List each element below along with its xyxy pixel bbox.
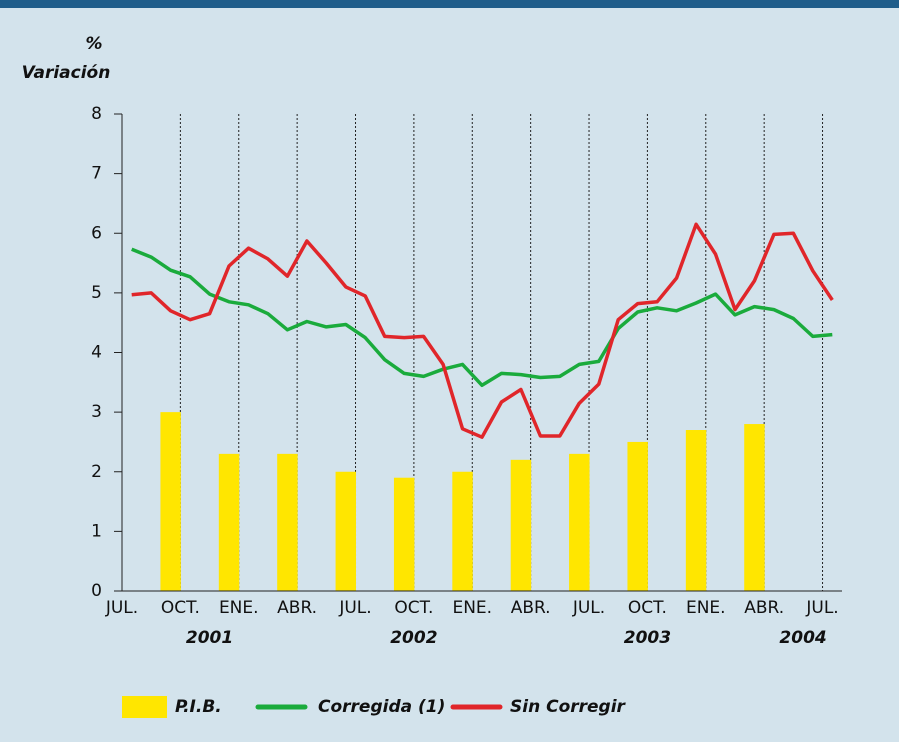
bar (510, 459, 532, 591)
bar (452, 471, 473, 591)
x-tick-label: JUL. (572, 598, 605, 618)
x-tick-label: JUL. (105, 598, 138, 618)
x-tick-label: ABR. (744, 598, 784, 618)
x-tick-label: ENE. (452, 598, 492, 618)
x-tick-label: ABR. (277, 598, 317, 618)
x-tick-label: OCT. (628, 598, 667, 618)
x-tick-label: OCT. (161, 598, 200, 618)
y-tick-label: 5 (91, 283, 102, 303)
bar (393, 477, 415, 591)
x-tick-label: ENE. (686, 598, 726, 618)
x-tick-label: ABR. (511, 598, 551, 618)
x-tick-label: ENE. (219, 598, 259, 618)
y-tick-label: 2 (91, 462, 102, 482)
year-label: 2002 (390, 628, 437, 648)
legend-label: Corregida (1) (318, 697, 445, 717)
y-tick-label: 3 (91, 402, 102, 422)
y-tick-label: 4 (91, 343, 102, 363)
bar (277, 453, 298, 591)
legend-label: Sin Corregir (510, 697, 627, 717)
y-tick-label: 6 (91, 223, 102, 243)
bar (685, 430, 707, 591)
line-series (131, 247, 833, 388)
y-tick-label: 8 (91, 104, 102, 124)
y-tick-label: 1 (91, 521, 102, 541)
bar (627, 441, 648, 591)
year-label: 2003 (624, 628, 671, 648)
year-label: 2004 (779, 628, 826, 648)
top-band (0, 0, 899, 8)
x-tick-label: OCT. (394, 598, 433, 618)
bar (569, 453, 590, 591)
bar (335, 471, 356, 591)
y-axis-unit: % (85, 34, 102, 54)
year-label: 2001 (186, 628, 233, 648)
y-axis-title: Variación (22, 63, 111, 83)
y-tick-label: 0 (91, 581, 102, 601)
x-tick-label: JUL. (338, 598, 371, 618)
bar (160, 412, 181, 591)
bar (744, 424, 765, 591)
x-tick-label: JUL. (805, 598, 838, 618)
legend-label: P.I.B. (175, 697, 222, 717)
line-series (131, 222, 834, 439)
legend-swatch (122, 696, 167, 718)
bar (218, 453, 240, 591)
y-tick-label: 7 (91, 164, 102, 184)
